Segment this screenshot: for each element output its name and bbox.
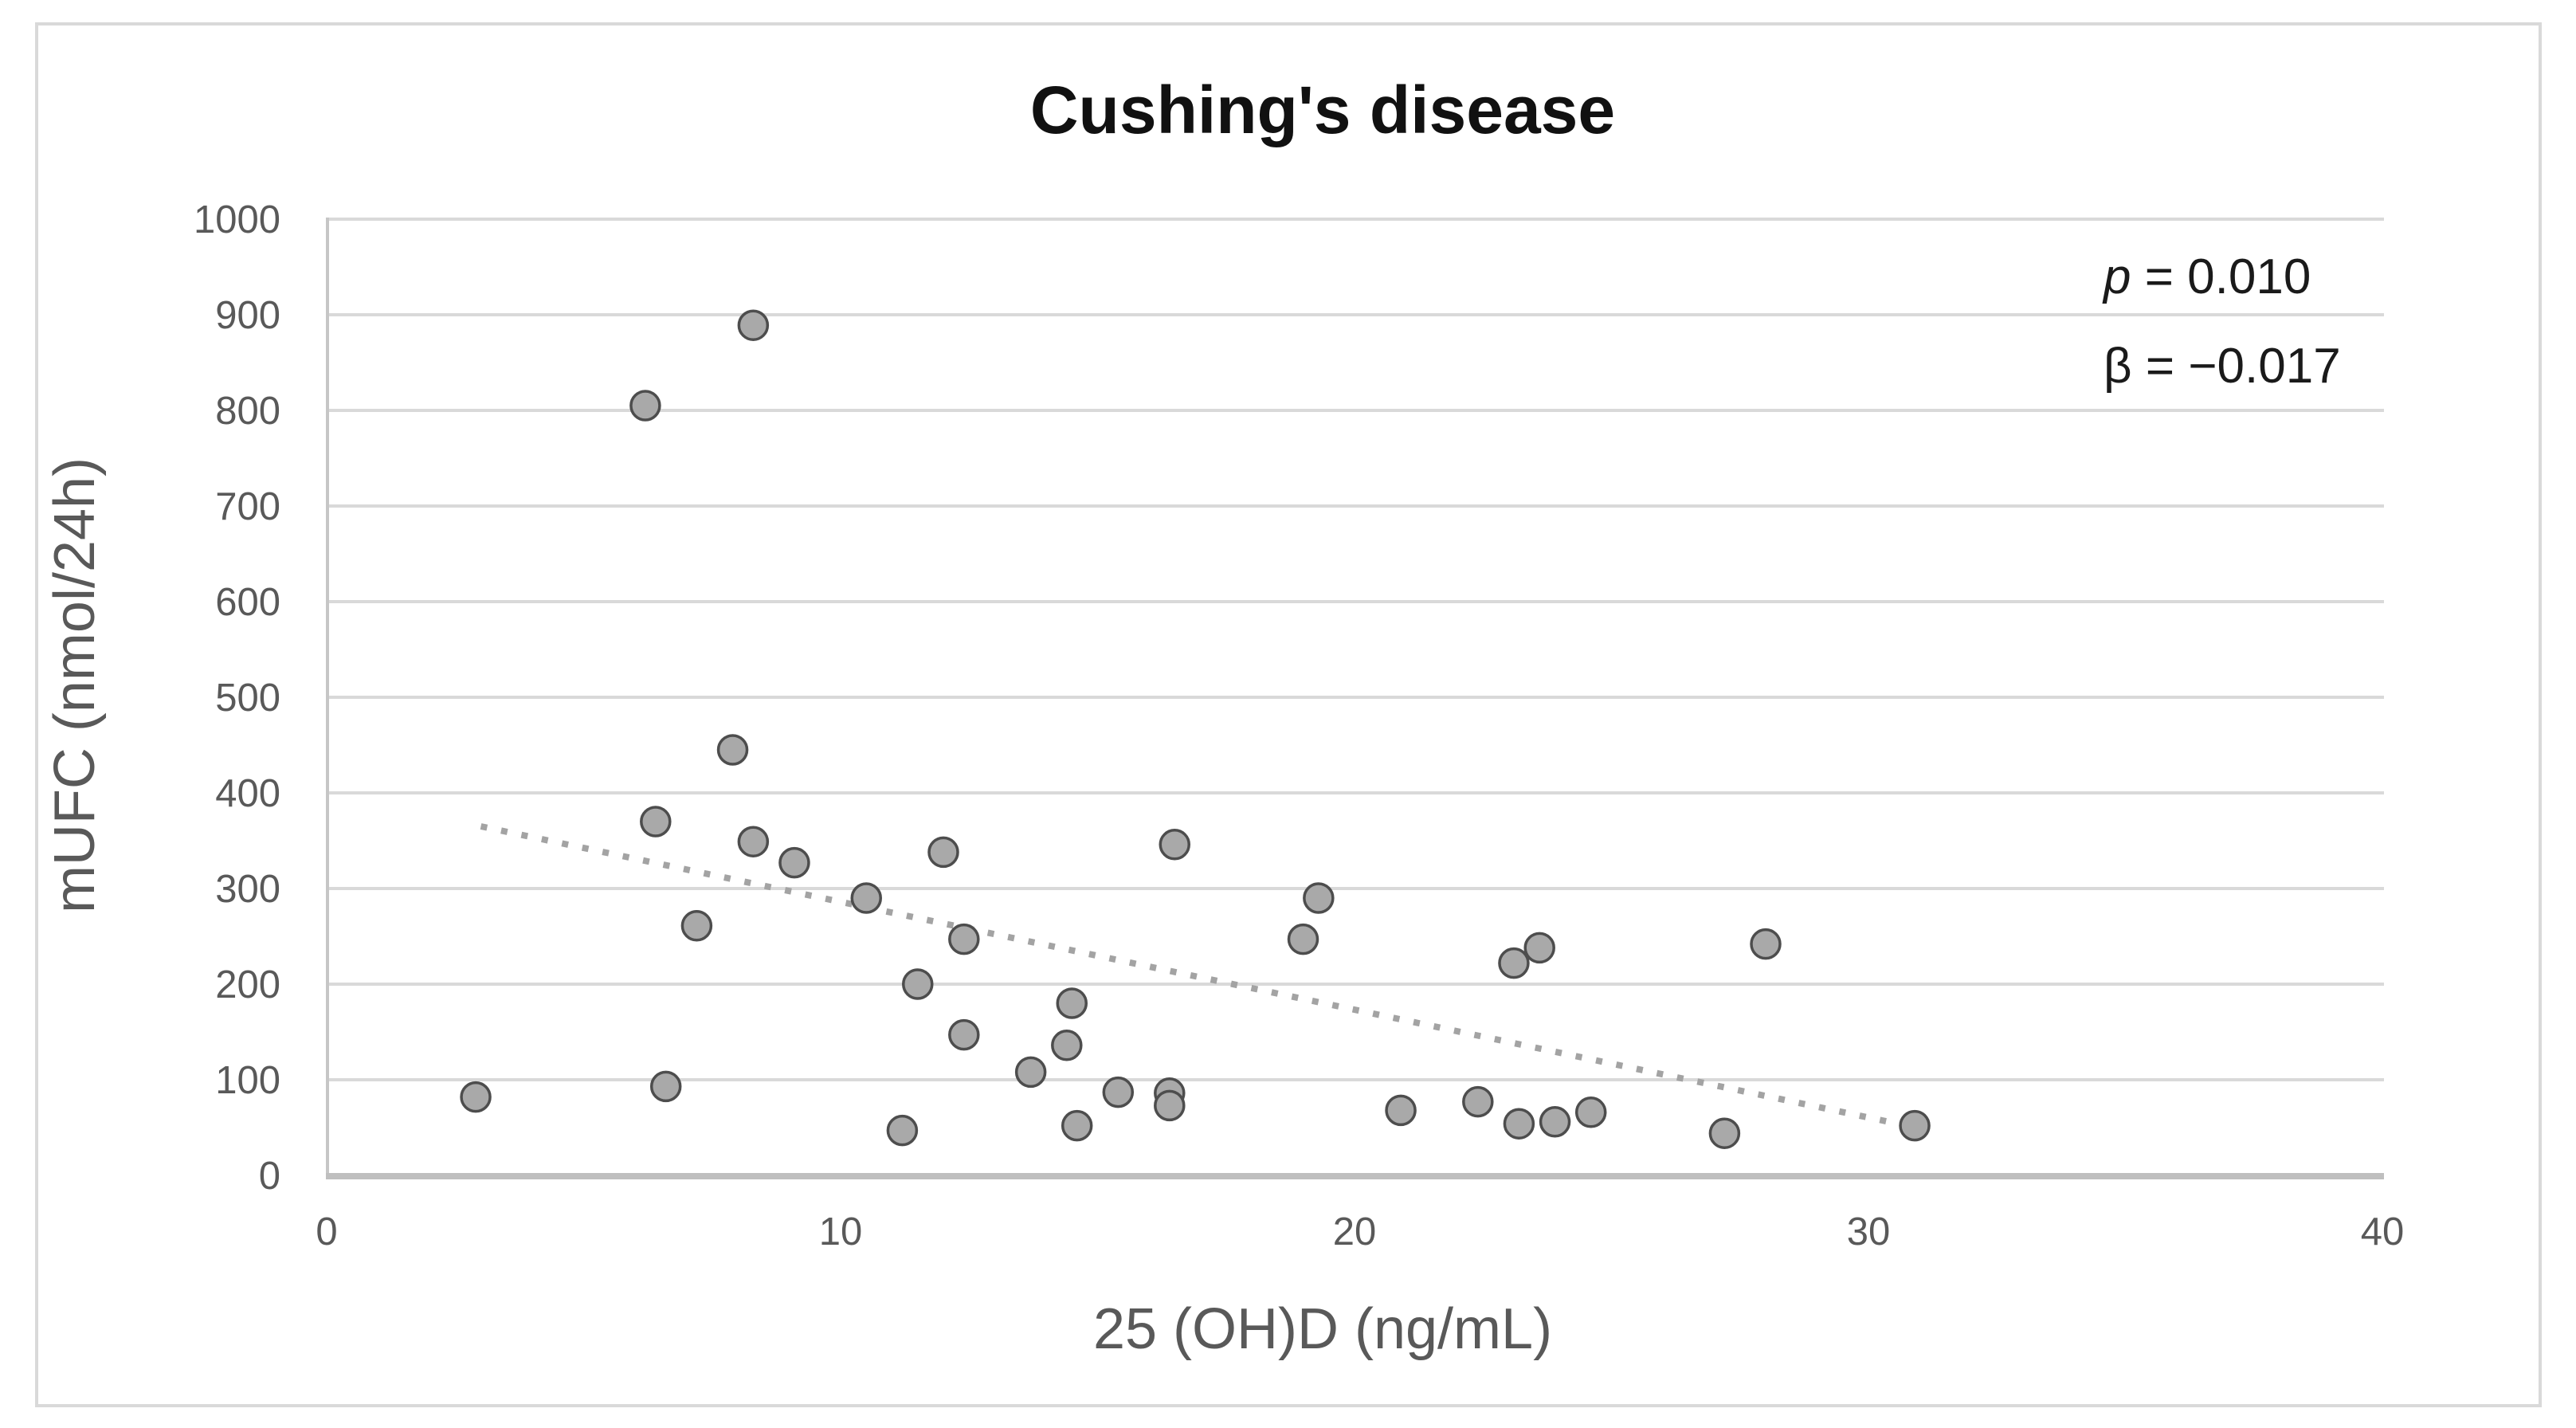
y-tick-label-0: 0 <box>259 1155 280 1198</box>
data-point <box>1539 1106 1571 1138</box>
y-tick-label-800: 800 <box>215 390 280 433</box>
y-tick-label-400: 400 <box>215 772 280 815</box>
data-point <box>1498 947 1530 979</box>
gridline-y-300 <box>327 887 2384 890</box>
p-value-text: = 0.010 <box>2131 249 2311 304</box>
data-point <box>1303 882 1335 914</box>
x-tick-label-10: 10 <box>819 1210 863 1253</box>
data-point <box>1708 1117 1741 1149</box>
gridlines <box>327 218 2384 1081</box>
data-point <box>1462 1085 1494 1118</box>
beta-value-annotation: β = −0.017 <box>2104 339 2341 394</box>
chart-title: Cushing's disease <box>1030 73 1615 147</box>
data-point <box>460 1081 492 1113</box>
data-point <box>778 846 810 879</box>
beta-symbol: β <box>2104 339 2132 394</box>
data-point <box>737 309 770 341</box>
y-tick-label-1000: 1000 <box>194 198 280 241</box>
y-tick-label-500: 500 <box>215 677 280 720</box>
data-point <box>649 1070 682 1103</box>
y-axis-title: mUFC (nmol/24h) <box>43 457 107 913</box>
y-tick-label-700: 700 <box>215 485 280 528</box>
data-point <box>1523 932 1555 964</box>
x-tick-label-20: 20 <box>1333 1210 1377 1253</box>
y-axis-line <box>326 218 329 1175</box>
data-point <box>640 806 672 838</box>
gridline-y-500 <box>327 696 2384 699</box>
p-value-annotation: p = 0.010 <box>2102 249 2311 304</box>
data-point <box>680 910 713 942</box>
y-tick-label-600: 600 <box>215 581 280 624</box>
gridline-y-600 <box>327 600 2384 603</box>
data-point <box>902 968 934 1000</box>
gridline-y-100 <box>327 1078 2384 1081</box>
y-tick-label-900: 900 <box>215 294 280 337</box>
data-point <box>1159 829 1190 861</box>
data-point <box>1750 928 1782 960</box>
gridline-y-700 <box>327 504 2384 508</box>
data-point <box>1899 1109 1931 1142</box>
y-tick-label-200: 200 <box>215 963 280 1006</box>
data-point <box>1154 1089 1186 1122</box>
data-point <box>1014 1056 1047 1089</box>
x-axis-title: 25 (OH)D (ng/mL) <box>1093 1297 1552 1361</box>
data-point <box>629 390 661 422</box>
data-point <box>1056 987 1088 1019</box>
x-tick-label-30: 30 <box>1847 1210 1891 1253</box>
p-symbol: p <box>2102 249 2131 304</box>
data-point <box>850 882 882 914</box>
data-point <box>1385 1094 1417 1127</box>
x-tick-label-0: 0 <box>316 1210 337 1253</box>
data-point <box>737 826 770 857</box>
data-points <box>460 309 1931 1149</box>
y-axis-tick-labels: 0 100 200 300 400 500 600 700 800 900 1000 <box>194 198 280 1198</box>
figure-border <box>35 22 2542 1407</box>
gridline-y-200 <box>327 983 2384 986</box>
data-point <box>1102 1076 1135 1108</box>
data-point <box>1287 923 1319 955</box>
y-tick-label-300: 300 <box>215 868 280 911</box>
x-tick-label-40: 40 <box>2361 1210 2405 1253</box>
data-point <box>948 923 980 955</box>
data-point <box>948 1018 980 1051</box>
data-point <box>1574 1096 1607 1128</box>
data-point <box>886 1114 919 1147</box>
beta-value-text: = −0.017 <box>2132 339 2341 394</box>
data-point <box>716 734 749 766</box>
x-axis-tick-labels: 0 10 20 30 40 <box>316 1210 2404 1253</box>
gridline-y-900 <box>327 313 2384 316</box>
gridline-y-800 <box>327 409 2384 412</box>
data-point <box>1503 1108 1535 1140</box>
data-point <box>1061 1109 1093 1142</box>
y-tick-label-100: 100 <box>215 1059 280 1102</box>
gridline-y-400 <box>327 791 2384 794</box>
gridline-y-1000 <box>327 218 2384 221</box>
data-point <box>1051 1030 1083 1061</box>
x-axis-line <box>326 1173 2384 1179</box>
data-point <box>927 836 959 869</box>
